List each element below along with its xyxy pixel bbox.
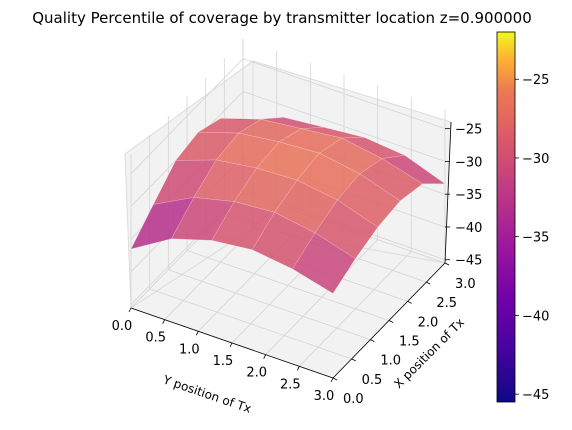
colorbar-tick-label: −40 xyxy=(522,309,549,324)
x-position-tick xyxy=(351,358,356,362)
colorbar-tick-label: −45 xyxy=(522,388,549,403)
axis-ticks: 0.0 0.5 1.0 1.5 2.0 2.5 3.0 0.0 0.5 1.0 1.5 2.0 2.5 3… xyxy=(112,123,483,407)
colorbar-ticks: −25 −30 −35 −40 −45 xyxy=(515,73,549,403)
y-position-tick xyxy=(195,331,199,336)
chart-title: Quality Percentile of coverage by transm… xyxy=(32,9,532,27)
x-position-tick-label: 1.5 xyxy=(399,335,420,350)
y-position-tick xyxy=(162,319,166,324)
y-position-tick xyxy=(263,354,267,359)
y-position-tick-label: 0.0 xyxy=(112,319,133,334)
z-tick-label: −40 xyxy=(455,221,482,236)
x-position-tick-label: 2.5 xyxy=(436,296,457,311)
z-axis-line xyxy=(444,121,452,264)
x-position-tick xyxy=(370,339,375,343)
surface xyxy=(130,116,446,294)
colorbar-tick-label: −30 xyxy=(522,152,549,167)
y-position-tick-label: 1.0 xyxy=(179,342,200,357)
y-position-tick-label: 1.5 xyxy=(213,354,234,369)
y-position-tick-label: 2.0 xyxy=(246,366,267,381)
colorbar-tick-label: −35 xyxy=(522,231,549,246)
y-position-tick-label: 0.5 xyxy=(145,331,166,346)
grid-line xyxy=(130,58,446,174)
grid-line xyxy=(130,90,446,207)
x-position-tick xyxy=(444,262,450,266)
x-position-tick-label: 3.0 xyxy=(455,277,476,292)
grid-line xyxy=(149,134,352,360)
x-position-tick-label: 0.5 xyxy=(362,373,383,388)
y-position-tick xyxy=(330,377,334,383)
y-position-axis-label: Y position of Tx xyxy=(160,372,253,416)
y-position-tick-label: 3.0 xyxy=(314,389,335,404)
x-position-tick xyxy=(388,320,394,323)
x-position-tick xyxy=(407,300,412,304)
x-position-tick-label: 1.0 xyxy=(380,354,401,369)
y-position-tick xyxy=(128,307,132,313)
y-position-tick xyxy=(229,342,233,348)
grid-line xyxy=(167,115,371,341)
z-tick-label: −35 xyxy=(455,188,482,203)
z-tick-label: −45 xyxy=(455,254,482,269)
z-tick-label: −30 xyxy=(455,155,482,170)
x-position-tick-label: 2.0 xyxy=(418,315,439,330)
y-position-tick-label: 2.5 xyxy=(280,377,301,392)
y-position-tick xyxy=(296,366,300,371)
surface-patch xyxy=(292,232,356,294)
x-position-tick-label: 0.0 xyxy=(343,392,364,407)
x-position-tick xyxy=(332,377,338,381)
z-tick-label: −25 xyxy=(455,123,482,138)
x-position-tick xyxy=(426,281,431,285)
colorbar-tick-label: −25 xyxy=(522,73,549,88)
colorbar xyxy=(496,31,516,403)
